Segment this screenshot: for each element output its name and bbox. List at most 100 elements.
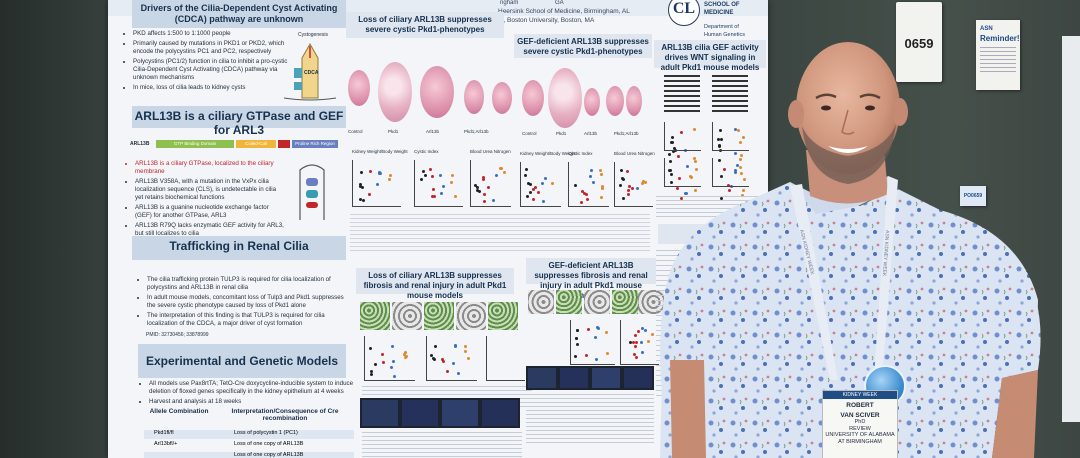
plot-dot	[646, 339, 650, 343]
plot-dot	[528, 183, 532, 187]
plot-dot	[717, 138, 721, 141]
plot-dot	[403, 351, 407, 355]
badge-last-name: VAN SCIVER	[840, 412, 880, 419]
plot-dot	[537, 191, 541, 195]
traffic-bullet: The interpretation of this finding is th…	[147, 312, 347, 328]
plot-dot	[543, 177, 547, 181]
plot-dot	[723, 168, 727, 172]
traffic-bullet: The cilia trafficking protein TULP3 is r…	[147, 276, 347, 292]
results-heading-1: Loss of ciliary ARL13B suppresses severe…	[346, 12, 504, 38]
plot-dot	[392, 359, 396, 363]
plot-dot	[529, 190, 533, 194]
histology-tile	[360, 302, 390, 330]
western-blot	[712, 72, 748, 114]
logo-dept: Department of Human Genetics	[704, 24, 745, 38]
models-bullet: All models use Pax8rtTA; TetO-Cre doxycy…	[149, 380, 363, 396]
bottom-text-2	[526, 394, 654, 444]
intro-heading: Drivers of the Cilia-Dependent Cyst Acti…	[132, 0, 346, 28]
histology-tile	[392, 302, 422, 330]
plot-dot	[361, 186, 365, 190]
plot-dot	[446, 369, 450, 373]
kidney-image	[420, 66, 454, 118]
plot-dot	[482, 178, 486, 182]
plot-title: Cystic Index	[414, 149, 439, 154]
plot-dot	[585, 198, 589, 202]
plot-dot	[622, 196, 626, 200]
intro-bullet: In mice, loss of cilia leads to kidney c…	[133, 84, 293, 92]
plot-dot	[633, 352, 636, 356]
plot-dot	[634, 356, 638, 360]
plot-dot	[380, 352, 384, 356]
plot-dot	[370, 373, 374, 377]
plot-dot	[404, 356, 408, 359]
cystogenesis-label: Cystogenesis	[298, 32, 329, 38]
badge-role: REVIEW	[849, 425, 871, 432]
plot-dot	[589, 168, 593, 172]
allele-table: Allele Combination Interpretation/Conseq…	[144, 408, 354, 458]
plot-title: Cystic Index	[568, 151, 593, 156]
plot-dot	[534, 186, 538, 190]
fibrosis-plot	[620, 320, 659, 365]
plot-dot	[456, 371, 460, 375]
genotype-label: Pkd1;Arl13b	[614, 131, 639, 136]
plot-dot	[670, 140, 674, 144]
plot-dot	[526, 182, 530, 186]
arl-bullet: ARL13B is a guanine nucleotide exchange …	[135, 204, 285, 220]
plot-dot	[551, 182, 555, 186]
plot-dot	[453, 195, 457, 199]
trafficking-heading: Trafficking in Renal Cilia	[132, 236, 346, 260]
plot-dot	[591, 181, 595, 185]
histology-tile	[556, 290, 582, 314]
fibrosis-plot	[486, 336, 525, 381]
neighbor-poster-edge	[1062, 36, 1080, 422]
plot-dot	[726, 183, 730, 187]
plot-dot	[482, 192, 486, 196]
kidney-image	[348, 70, 370, 106]
plot-dot	[739, 141, 743, 145]
plot-dot	[430, 174, 434, 178]
plot-dot	[737, 128, 741, 132]
plot-dot	[717, 159, 721, 163]
plot-dot	[582, 191, 586, 195]
plot-dot	[634, 333, 638, 337]
plot-dot	[574, 337, 578, 341]
plot-dot	[693, 159, 697, 163]
plot-dot	[740, 154, 744, 158]
plot-dot	[690, 175, 694, 179]
arl13b-cilium-diagram	[299, 164, 325, 220]
scatter-plot	[470, 160, 511, 207]
models-bullets: All models use Pax8rtTA; TetO-Cre doxycy…	[140, 380, 363, 408]
scatter-plot	[352, 160, 401, 207]
plot-dot	[581, 190, 585, 194]
fibrosis-plot	[570, 320, 615, 365]
plot-dot	[694, 189, 697, 193]
immunofluor-strip	[360, 398, 520, 428]
plot-dot	[643, 328, 647, 332]
arl-bullet: ARL13B is a ciliary GTPase, localized to…	[135, 160, 285, 176]
row-allele: Pkd1fl/fl	[154, 430, 174, 436]
domain-coiled-label: Coiled-Coil	[244, 141, 267, 146]
histology-tile	[528, 290, 554, 314]
plot-dot	[635, 340, 639, 344]
intro-bullet: PKD affects 1:500 to 1:1000 people	[133, 30, 293, 38]
plot-dot	[361, 198, 365, 202]
plot-dot	[668, 169, 672, 173]
plot-dot	[625, 170, 629, 174]
poster-tag: PO0659	[960, 186, 986, 206]
plot-dot	[432, 195, 436, 199]
plot-dot	[499, 167, 502, 171]
plot-dot	[720, 138, 724, 142]
genotype-label: Arl13b	[584, 131, 598, 136]
plot-dot	[733, 168, 737, 172]
plot-dot	[639, 341, 643, 345]
trafficking-bullets: The cilia trafficking protein TULP3 is r…	[138, 276, 347, 330]
lanyard-text-2: ASN KIDNEY WEEK	[881, 230, 890, 277]
scatter-plot	[568, 162, 609, 207]
plot-dot	[403, 353, 407, 357]
plot-dot	[423, 174, 427, 178]
plot-dot	[463, 350, 467, 354]
plot-dot	[600, 185, 604, 189]
domain-proline-label: Proline Rich Region	[295, 141, 335, 146]
plot-dot	[604, 330, 608, 334]
table-header-allele: Allele Combination	[149, 408, 209, 415]
